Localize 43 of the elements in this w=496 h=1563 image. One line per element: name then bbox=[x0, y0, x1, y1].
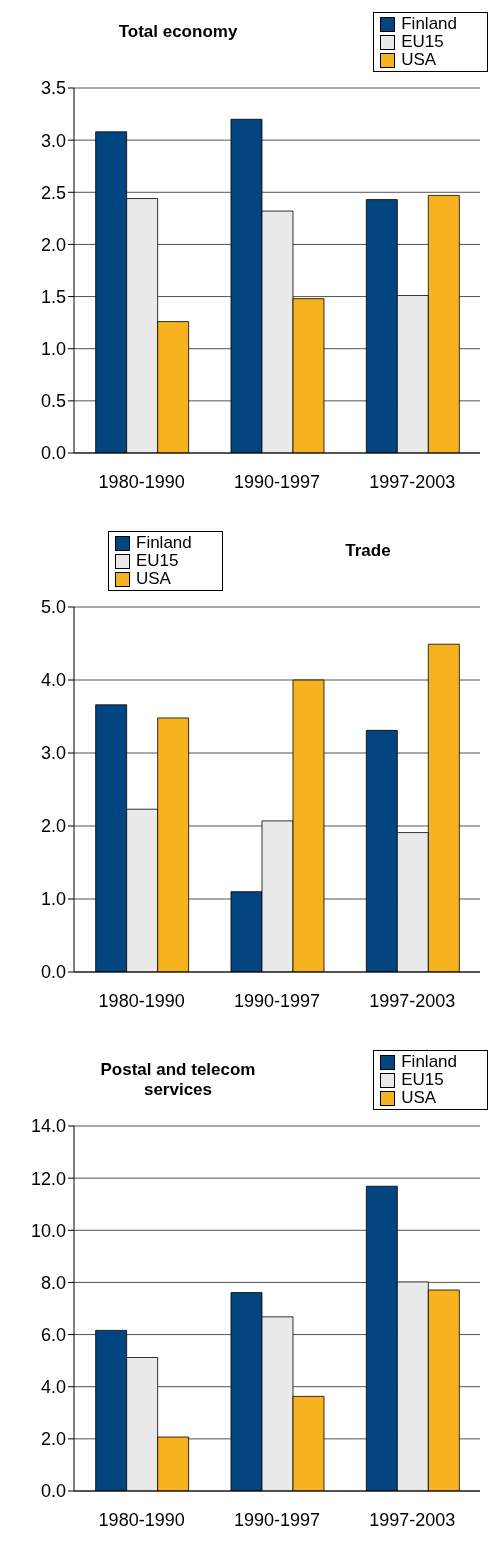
chart-title: Postal and telecom services bbox=[99, 1060, 257, 1100]
y-tick-label: 12.0 bbox=[30, 1168, 66, 1189]
legend-label: Finland bbox=[401, 14, 457, 33]
x-tick-label: 1980-1990 bbox=[98, 471, 185, 492]
legend-label: Finland bbox=[136, 533, 192, 552]
y-tick-label: 14.0 bbox=[30, 1116, 66, 1137]
y-tick-label: 2.0 bbox=[40, 816, 66, 837]
legend-label: USA bbox=[401, 50, 437, 69]
x-tick-label: 1997-2003 bbox=[369, 471, 456, 492]
legend-label: USA bbox=[136, 569, 171, 588]
y-tick-label: 5.0 bbox=[40, 597, 66, 618]
x-tick-label: 1990-1997 bbox=[233, 471, 321, 492]
y-tick-label: 4.0 bbox=[40, 1377, 66, 1398]
legend-label: USA bbox=[401, 1088, 437, 1107]
y-tick-label: 3.0 bbox=[40, 743, 66, 764]
y-tick-label: 0.0 bbox=[40, 1481, 66, 1502]
y-tick-label: 2.5 bbox=[40, 182, 66, 203]
y-tick-label: 3.5 bbox=[40, 78, 66, 99]
x-tick-label: 1980-1990 bbox=[98, 990, 185, 1011]
x-tick-label: 1980-1990 bbox=[98, 1509, 185, 1530]
y-tick-label: 1.5 bbox=[40, 286, 66, 307]
y-tick-label: 3.0 bbox=[40, 130, 66, 151]
x-tick-label: 1997-2003 bbox=[369, 990, 456, 1011]
x-tick-label: 1990-1997 bbox=[233, 990, 321, 1011]
chart-title: Trade bbox=[344, 541, 392, 561]
legend-label: EU15 bbox=[401, 32, 444, 51]
y-tick-label: 2.0 bbox=[40, 1429, 66, 1450]
y-tick-label: 1.0 bbox=[40, 889, 66, 910]
y-tick-label: 0.0 bbox=[40, 443, 66, 464]
x-tick-label: 1990-1997 bbox=[233, 1509, 321, 1530]
y-tick-label: 2.0 bbox=[40, 234, 66, 255]
legend-label: Finland bbox=[401, 1052, 457, 1071]
y-tick-label: 1.0 bbox=[40, 339, 66, 360]
legend-label: EU15 bbox=[401, 1070, 444, 1089]
y-tick-label: 6.0 bbox=[40, 1324, 66, 1345]
chart-title: Total economy bbox=[117, 22, 239, 42]
y-tick-label: 0.0 bbox=[40, 962, 66, 983]
y-tick-label: 0.5 bbox=[40, 391, 66, 412]
y-tick-label: 8.0 bbox=[40, 1272, 66, 1293]
x-tick-label: 1997-2003 bbox=[369, 1509, 456, 1530]
legend-label: EU15 bbox=[136, 551, 179, 570]
y-tick-label: 10.0 bbox=[30, 1220, 66, 1241]
y-tick-label: 4.0 bbox=[40, 670, 66, 691]
